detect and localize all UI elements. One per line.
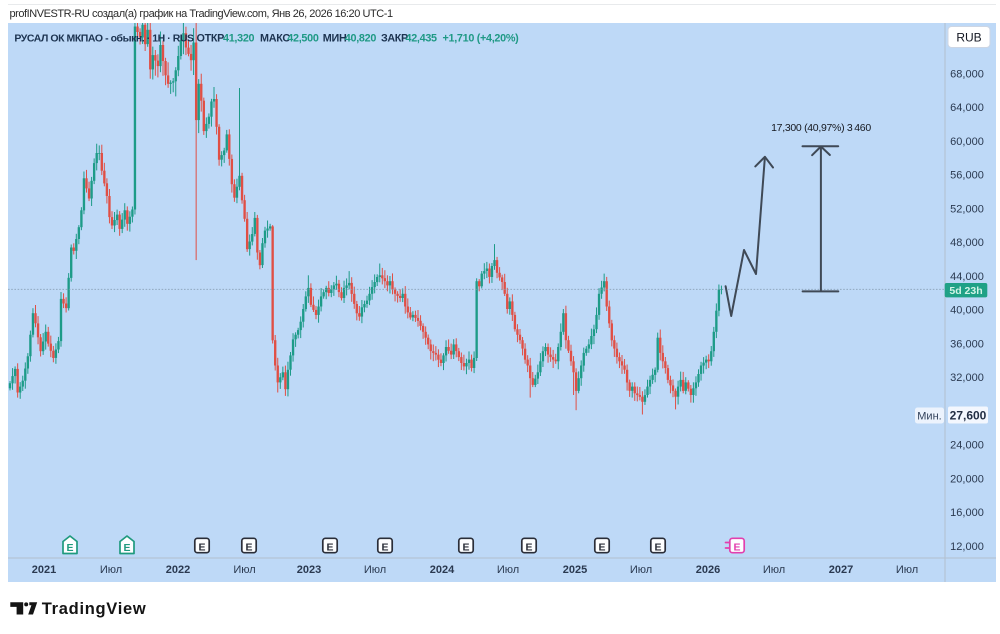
svg-text:24,000: 24,000: [950, 440, 984, 452]
svg-text:27,600: 27,600: [950, 409, 987, 423]
svg-text:48,000: 48,000: [950, 237, 984, 249]
svg-text:E: E: [66, 542, 73, 554]
svg-text:Июл: Июл: [630, 564, 652, 576]
svg-text:E: E: [245, 541, 252, 553]
svg-text:E: E: [654, 541, 661, 553]
svg-text:profINVESTR-RU создал(а) графи: profINVESTR-RU создал(а) график на Tradi…: [10, 8, 393, 20]
svg-text:2021: 2021: [32, 564, 56, 576]
svg-text:12,000: 12,000: [950, 541, 984, 553]
svg-text:TradingView: TradingView: [42, 600, 147, 618]
svg-text:2023: 2023: [297, 564, 321, 576]
svg-text:E: E: [462, 541, 469, 553]
svg-text:52,000: 52,000: [950, 204, 984, 216]
svg-text:E: E: [733, 541, 740, 553]
svg-text:42,500: 42,500: [287, 33, 319, 45]
svg-text:Июл: Июл: [763, 564, 785, 576]
svg-text:МИН: МИН: [323, 33, 347, 45]
svg-text:2025: 2025: [563, 564, 587, 576]
svg-text:2026: 2026: [696, 564, 720, 576]
svg-text:41,320: 41,320: [223, 33, 255, 45]
svg-text:E: E: [198, 541, 205, 553]
svg-text:Июл: Июл: [896, 564, 918, 576]
svg-text:Июл: Июл: [233, 564, 255, 576]
svg-text:2022: 2022: [166, 564, 190, 576]
svg-text:5d 23h: 5d 23h: [949, 285, 982, 297]
svg-text:E: E: [381, 541, 388, 553]
svg-text:+1,710 (+4,20%): +1,710 (+4,20%): [443, 33, 520, 45]
svg-text:ЗАКР: ЗАКР: [381, 33, 408, 45]
svg-text:2027: 2027: [829, 564, 853, 576]
svg-text:44,000: 44,000: [950, 271, 984, 283]
svg-text:Июл: Июл: [100, 564, 122, 576]
svg-text:Июл: Июл: [497, 564, 519, 576]
svg-text:68,000: 68,000: [950, 69, 984, 81]
svg-text:17,300 (40,97%) 3 460: 17,300 (40,97%) 3 460: [771, 122, 871, 134]
svg-text:МАКС: МАКС: [260, 33, 290, 45]
svg-text:36,000: 36,000: [950, 338, 984, 350]
svg-text:40,820: 40,820: [345, 33, 377, 45]
svg-text:16,000: 16,000: [950, 507, 984, 519]
svg-text:РУСАЛ ОК МКПАО - обыкн. · 1Н ·: РУСАЛ ОК МКПАО - обыкн. · 1Н · RUS: [14, 33, 194, 45]
svg-text:E: E: [525, 541, 532, 553]
svg-text:60,000: 60,000: [950, 136, 984, 148]
svg-text:E: E: [123, 542, 130, 554]
svg-text:56,000: 56,000: [950, 170, 984, 182]
svg-text:E: E: [598, 541, 605, 553]
svg-text:42,435: 42,435: [406, 33, 438, 45]
svg-text:Июл: Июл: [364, 564, 386, 576]
svg-text:RUB: RUB: [956, 31, 981, 45]
svg-text:E: E: [326, 541, 333, 553]
svg-text:ОТКР: ОТКР: [197, 33, 225, 45]
svg-text:2024: 2024: [430, 564, 455, 576]
svg-text:20,000: 20,000: [950, 473, 984, 485]
svg-text:64,000: 64,000: [950, 102, 984, 114]
svg-text:40,000: 40,000: [950, 305, 984, 317]
svg-text:32,000: 32,000: [950, 372, 984, 384]
svg-text:Мин.: Мин.: [917, 411, 941, 423]
